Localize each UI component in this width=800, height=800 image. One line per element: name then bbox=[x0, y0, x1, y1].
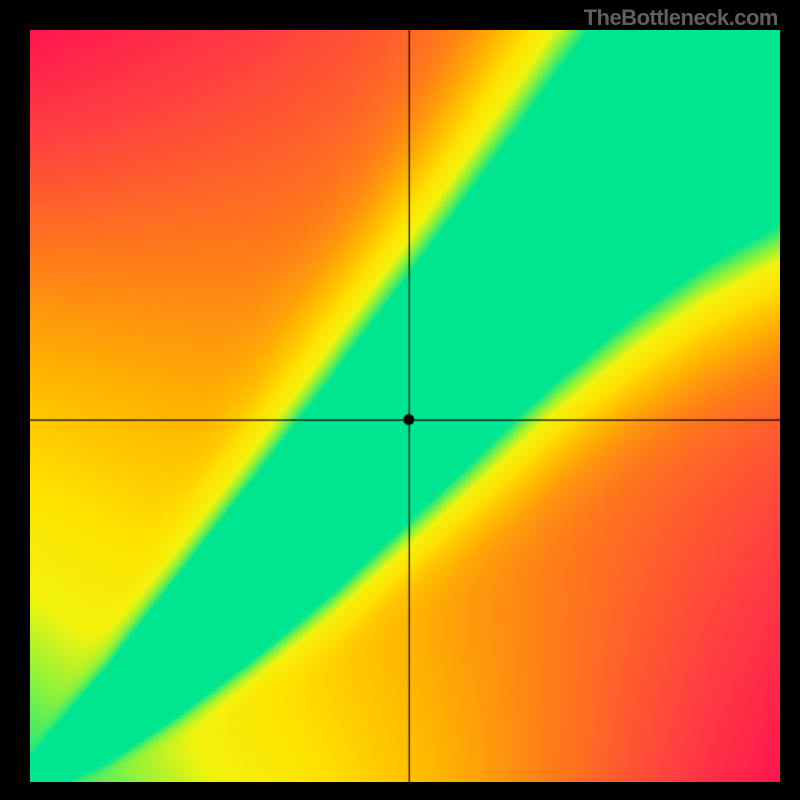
chart-container: TheBottleneck.com bbox=[0, 0, 800, 800]
heatmap-canvas bbox=[30, 30, 780, 782]
watermark-text: TheBottleneck.com bbox=[584, 5, 778, 31]
